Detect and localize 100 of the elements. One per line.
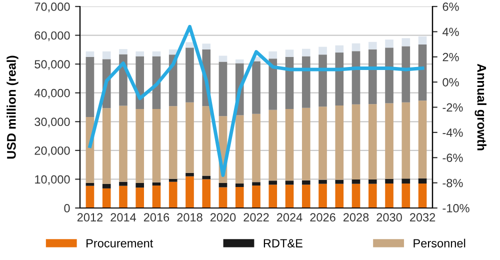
legend-label: Procurement [86,239,154,248]
y-tick-label: 40,000 [34,88,70,99]
bar [268,180,278,185]
bar [152,108,161,182]
bar [136,51,144,56]
bar [168,182,178,208]
bar [418,100,427,178]
y-axis-title: USD million (real) [6,56,18,159]
bar [318,46,327,55]
y2-tick-label: 4% [442,28,459,36]
bar [318,180,327,184]
bar [418,184,427,208]
bar [186,102,194,173]
bar [368,104,377,180]
bar [235,184,244,187]
x-tick-label: 2014 [110,213,136,222]
bar [102,108,111,184]
y-tick-label: 60,000 [34,31,70,42]
bar [119,182,128,186]
bar [302,108,310,180]
bar [352,180,360,184]
bar [318,54,327,107]
bar [318,184,327,208]
bar [152,182,161,186]
bar [352,51,360,104]
bar [252,114,260,182]
legend-label: RDT&E [264,239,302,248]
bar [136,188,144,208]
bar [318,106,327,180]
bar [285,50,294,57]
bar [402,178,410,184]
bar [268,51,278,59]
bar [302,180,310,185]
x-tick-label: 2028 [343,213,369,222]
y-tick-label: 0 [64,204,70,212]
y2-tick-label: -4% [442,128,463,137]
bar [252,186,260,208]
bar [119,49,128,54]
y2-tick-label: -10% [442,204,470,212]
bar [418,178,427,184]
bar [418,44,427,101]
bar [235,115,244,184]
bar [368,42,377,50]
bar [402,38,410,46]
x-tick-label: 2018 [177,213,202,222]
bar [119,106,128,182]
x-tick-label: 2024 [276,213,302,222]
bar [385,184,394,208]
bar [186,48,194,102]
bar [385,40,394,48]
y2-tick-label: 0% [442,78,459,86]
y2-tick-label: 2% [442,52,459,62]
bar [136,182,144,188]
line-series [88,24,424,177]
bar [235,59,244,64]
x-tick-label: 2016 [144,213,170,222]
bar [402,46,410,102]
bar [168,178,178,182]
bar [352,104,360,180]
bar [235,186,244,208]
bar [186,176,194,208]
bar [285,108,294,181]
bar [152,186,161,208]
bar [218,187,228,208]
bar [152,51,161,56]
bar [186,42,194,48]
y2-axis-title: Annual growth [474,64,486,150]
bar [285,56,294,109]
y-tick-label: 10,000 [35,175,70,186]
bar [352,184,360,208]
bar [102,184,111,188]
bar [418,36,427,44]
y-tick-label: 70,000 [34,2,70,12]
bar [252,61,260,114]
bar [86,56,94,118]
bar [385,48,394,104]
bar [268,58,278,110]
bar [268,184,278,208]
y-tick-label: 20,000 [34,146,70,156]
bar [335,180,344,184]
bar [285,180,294,185]
bar [402,184,410,208]
bar [119,186,128,208]
bar [218,182,228,188]
x-tick-label: 2020 [210,213,236,222]
bar [285,184,294,208]
bar [335,45,344,53]
x-tick-label: 2022 [244,213,269,222]
bar [168,106,178,179]
bar [268,110,278,181]
bar [252,182,260,186]
bar [102,51,111,60]
y2-tick-label: -6% [442,154,463,162]
legend-label: Personnel [414,238,466,248]
x-tick-label: 2012 [77,213,103,222]
bar [86,51,94,57]
bar [368,184,377,208]
y-tick-label: 50,000 [34,60,70,70]
bar [368,49,377,104]
bar [302,184,310,208]
